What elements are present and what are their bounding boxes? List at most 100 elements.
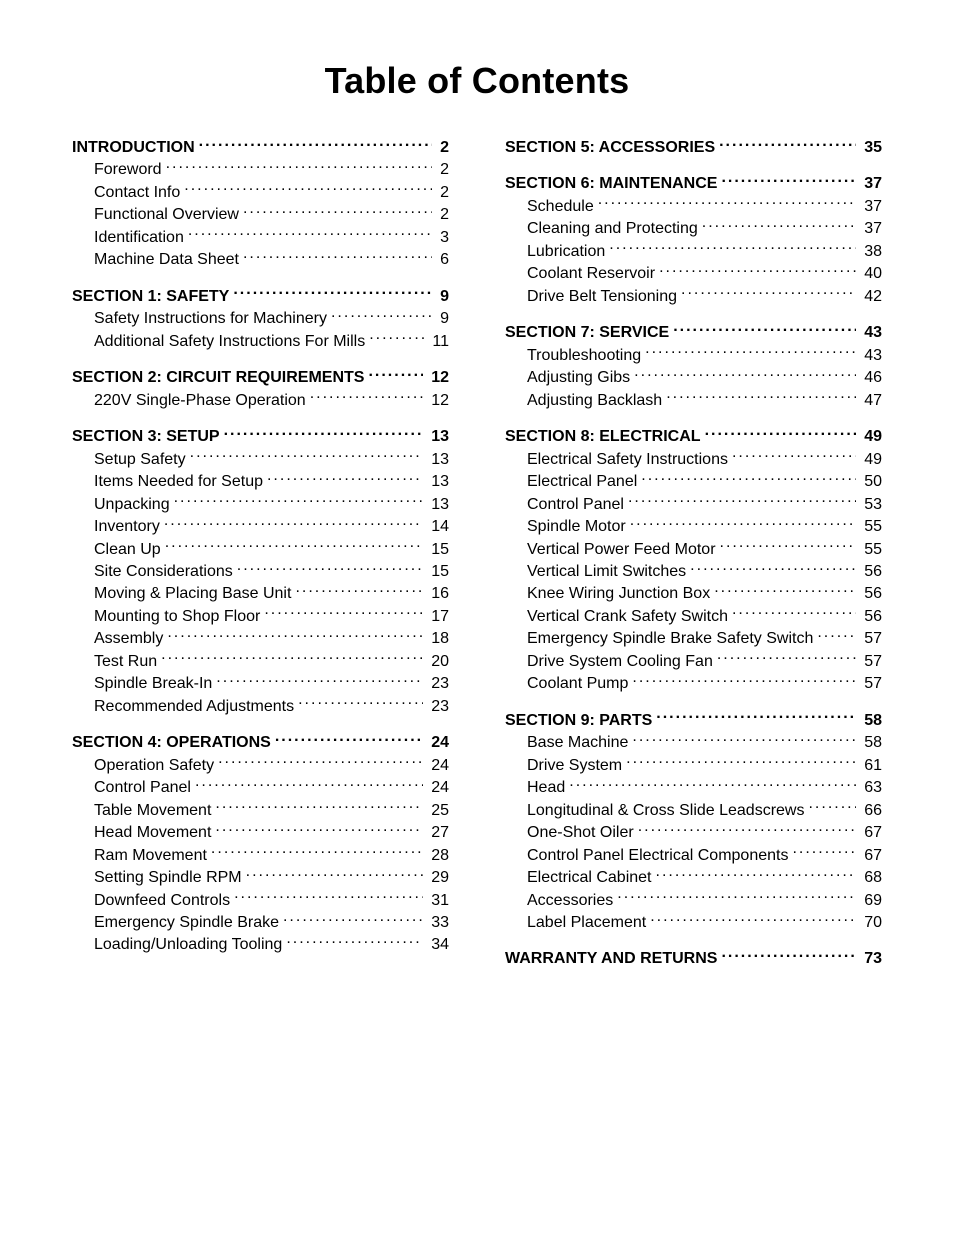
item-label: Additional Safety Instructions For Mills — [94, 332, 365, 352]
dot-leader — [792, 844, 856, 860]
dot-leader — [598, 195, 856, 211]
dot-leader — [650, 911, 856, 927]
dot-leader — [237, 560, 423, 576]
dot-leader — [705, 425, 857, 441]
toc-section: SECTION 9: PARTS58Base Machine58Drive Sy… — [505, 709, 882, 934]
page-number: 49 — [860, 450, 882, 470]
toc-item: Cleaning and Protecting37 — [505, 217, 882, 239]
toc-columns: INTRODUCTION2Foreword2Contact Info2Funct… — [72, 136, 882, 984]
item-label: Clean Up — [94, 540, 161, 560]
toc-item: Electrical Safety Instructions 49 — [505, 448, 882, 470]
page-number: 70 — [860, 913, 882, 933]
item-label: Machine Data Sheet — [94, 250, 239, 270]
dot-leader — [224, 425, 424, 441]
toc-section-heading: SECTION 7: SERVICE43 — [505, 321, 882, 343]
dot-leader — [681, 285, 856, 301]
dot-leader — [666, 389, 856, 405]
dot-leader — [569, 776, 856, 792]
item-label: 220V Single-Phase Operation — [94, 391, 306, 411]
dot-leader — [188, 226, 432, 242]
item-label: Emergency Spindle Brake Safety Switch — [527, 629, 813, 649]
page-number: 37 — [860, 197, 882, 217]
page-number: 9 — [436, 287, 449, 307]
item-label: Unpacking — [94, 495, 170, 515]
page-number: 15 — [427, 540, 449, 560]
page-number: 12 — [427, 368, 449, 388]
dot-leader — [286, 933, 423, 949]
toc-item: Lubrication 38 — [505, 240, 882, 262]
page-number: 58 — [860, 711, 882, 731]
toc-item: Vertical Crank Safety Switch56 — [505, 605, 882, 627]
page-number: 40 — [860, 264, 882, 284]
page-number: 67 — [860, 846, 882, 866]
toc-section-heading: SECTION 2: CIRCUIT REQUIREMENTS 12 — [72, 366, 449, 388]
toc-item: Coolant Pump57 — [505, 672, 882, 694]
page-number: 16 — [427, 584, 449, 604]
item-label: Adjusting Gibs — [527, 368, 630, 388]
dot-leader — [216, 672, 423, 688]
toc-item: Control Panel24 — [72, 776, 449, 798]
toc-item: Foreword2 — [72, 158, 449, 180]
page-number: 11 — [428, 332, 449, 352]
page-number: 63 — [860, 778, 882, 798]
item-label: Longitudinal & Cross Slide Leadscrews — [527, 801, 804, 821]
section-label: SECTION 5: ACCESSORIES — [505, 138, 715, 158]
dot-leader — [310, 389, 424, 405]
item-label: Lubrication — [527, 242, 605, 262]
item-label: Vertical Power Feed Motor — [527, 540, 716, 560]
dot-leader — [702, 217, 856, 233]
dot-leader — [817, 627, 856, 643]
toc-item: Spindle Motor55 — [505, 515, 882, 537]
page-number: 43 — [860, 323, 882, 343]
dot-leader — [164, 515, 423, 531]
toc-section-heading: INTRODUCTION 2 — [72, 136, 449, 158]
page-number: 56 — [860, 562, 882, 582]
section-label: SECTION 2: CIRCUIT REQUIREMENTS — [72, 368, 364, 388]
item-label: Control Panel Electrical Components — [527, 846, 788, 866]
item-label: Vertical Limit Switches — [527, 562, 686, 582]
toc-column-left: INTRODUCTION2Foreword2Contact Info2Funct… — [72, 136, 449, 984]
toc-item: Coolant Reservoir40 — [505, 262, 882, 284]
dot-leader — [166, 158, 433, 174]
page-number: 17 — [427, 607, 449, 627]
page-number: 25 — [427, 801, 449, 821]
page-number: 73 — [860, 949, 882, 969]
page-number: 24 — [427, 778, 449, 798]
page-number: 67 — [860, 823, 882, 843]
toc-item: Identification3 — [72, 226, 449, 248]
page-number: 61 — [860, 756, 882, 776]
dot-leader — [808, 799, 856, 815]
dot-leader — [617, 889, 856, 905]
toc-item: Electrical Panel50 — [505, 470, 882, 492]
page-number: 38 — [860, 242, 882, 262]
dot-leader — [233, 285, 432, 301]
item-label: Spindle Motor — [527, 517, 626, 537]
item-label: Safety Instructions for Machinery — [94, 309, 327, 329]
toc-item: Schedule37 — [505, 195, 882, 217]
item-label: Electrical Safety Instructions — [527, 450, 728, 470]
toc-item: Test Run20 — [72, 650, 449, 672]
toc-section: SECTION 4: OPERATIONS 24 Operation Safety 2… — [72, 731, 449, 956]
toc-item: One-Shot Oiler67 — [505, 821, 882, 843]
section-label: SECTION 4: OPERATIONS — [72, 733, 271, 753]
section-label: INTRODUCTION — [72, 138, 195, 158]
toc-item: Label Placement70 — [505, 911, 882, 933]
section-label: SECTION 1: SAFETY — [72, 287, 229, 307]
page-number: 37 — [860, 219, 882, 239]
item-label: Drive System Cooling Fan — [527, 652, 713, 672]
page-number: 35 — [860, 138, 882, 158]
toc-item: Table Movement25 — [72, 799, 449, 821]
page-number: 56 — [860, 584, 882, 604]
page-number: 50 — [860, 472, 882, 492]
item-label: Operation Safety — [94, 756, 214, 776]
toc-item: Assembly18 — [72, 627, 449, 649]
dot-leader — [167, 627, 423, 643]
dot-leader — [732, 448, 856, 464]
page-number: 2 — [436, 138, 449, 158]
toc-section: SECTION 2: CIRCUIT REQUIREMENTS 12 220V Si… — [72, 366, 449, 411]
item-label: Electrical Cabinet — [527, 868, 652, 888]
toc-item: Contact Info2 — [72, 181, 449, 203]
toc-item: Vertical Limit Switches 56 — [505, 560, 882, 582]
dot-leader — [721, 947, 856, 963]
page-number: 3 — [436, 228, 449, 248]
